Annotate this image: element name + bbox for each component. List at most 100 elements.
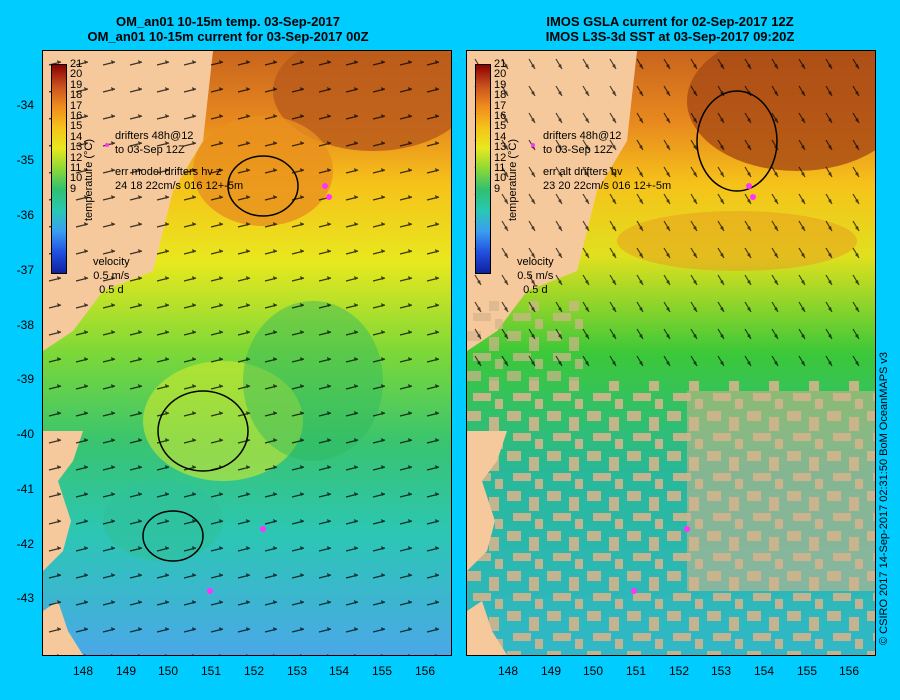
y-tick: -42: [16, 537, 34, 551]
colorbar-tick: 12: [494, 151, 507, 164]
colorbar-tick: 10: [494, 172, 507, 185]
colorbar-tick: 9: [70, 182, 77, 195]
colorbar-tick: 13: [494, 141, 507, 154]
velocity-legend-duration: 0.5 d: [99, 284, 124, 296]
x-tick: 151: [200, 664, 222, 678]
drifter-marker: [207, 588, 213, 594]
error-legend-line2: 24 18 22cm/s 016 12+-5m: [115, 180, 244, 192]
drifter-marker: [322, 183, 328, 189]
colorbar-tick: 17: [494, 99, 507, 112]
colorbar-tick: 16: [70, 110, 83, 123]
x-tick: 156: [414, 664, 436, 678]
y-tick: -40: [16, 427, 34, 441]
drifter-legend-marker: [105, 143, 109, 147]
colorbar-tick: 18: [70, 89, 83, 102]
left-panel-title: OM_an01 10-15m temp. 03-Sep-2017 OM_an01…: [18, 14, 438, 44]
error-legend-line2: 23 20 22cm/s 016 12+-5m: [543, 180, 672, 192]
left-title-line2: OM_an01 10-15m current for 03-Sep-2017 0…: [87, 29, 369, 44]
colorbar-tick: 21: [70, 58, 83, 70]
colorbar-label: temperature (°C): [83, 138, 95, 221]
left-title-line1: OM_an01 10-15m temp. 03-Sep-2017: [116, 14, 340, 29]
x-tick: 148: [72, 664, 94, 678]
drifters-legend: drifters 48h@12 to 03-Sep 12Z: [543, 129, 621, 157]
colorbar-tick: 20: [70, 68, 83, 81]
velocity-legend-duration: 0.5 d: [523, 284, 548, 296]
colorbar-tick: 15: [494, 120, 507, 133]
colorbar-tick: 13: [70, 141, 83, 154]
colorbar-tick: 15: [70, 120, 83, 133]
y-tick: -35: [16, 153, 34, 167]
right-title-line2: IMOS L3S-3d SST at 03-Sep-2017 09:20Z: [545, 29, 795, 44]
drifters-legend: drifters 48h@12 to 03-Sep 12Z: [115, 129, 193, 157]
error-legend-line1: err model drifters hv z: [115, 166, 222, 178]
velocity-legend-speed: 0.5 m/s: [517, 270, 554, 282]
drifters-legend-line1: drifters 48h@12: [543, 130, 622, 142]
error-legend: err model drifters hv z 24 18 22cm/s 016…: [115, 165, 243, 193]
y-tick: -38: [16, 318, 34, 332]
left-map-panel: 21 20 19 18 17 16 15 14 13 12 11 10 9 te…: [42, 50, 452, 656]
colorbar-tick: 14: [494, 130, 507, 143]
x-tick: 150: [157, 664, 179, 678]
y-tick: -34: [16, 98, 34, 112]
drifter-marker: [631, 588, 637, 594]
velocity-legend-title: velocity: [517, 256, 554, 268]
right-map: [467, 51, 875, 655]
colorbar-ticks: 21 20 19 18 17 16 15 14 13 12 11 10 9: [494, 58, 507, 195]
colorbar-tick: 12: [70, 151, 83, 164]
y-tick: -36: [16, 208, 34, 222]
drifter-marker: [260, 526, 266, 532]
drifter-marker: [746, 183, 752, 189]
drifters-legend-line1: drifters 48h@12: [115, 130, 194, 142]
velocity-legend-title: velocity: [93, 256, 130, 268]
x-tick: 149: [540, 664, 562, 678]
y-tick: -37: [16, 263, 34, 277]
colorbar-tick: 10: [70, 172, 83, 185]
colorbar-tick: 19: [494, 78, 507, 91]
x-tick: 152: [243, 664, 265, 678]
x-tick: 152: [668, 664, 690, 678]
x-tick: 150: [582, 664, 604, 678]
x-tick: 148: [497, 664, 519, 678]
error-legend-line1: err alt drifters hv: [543, 166, 623, 178]
colorbar: [475, 64, 491, 274]
velocity-legend-speed: 0.5 m/s: [93, 270, 130, 282]
x-tick: 153: [710, 664, 732, 678]
drifter-marker: [326, 194, 332, 200]
colorbar-tick: 17: [70, 99, 83, 112]
right-title-line1: IMOS GSLA current for 02-Sep-2017 12Z: [546, 14, 794, 29]
error-legend: err alt drifters hv 23 20 22cm/s 016 12+…: [543, 165, 671, 193]
colorbar-label: temperature (°C): [507, 138, 519, 221]
colorbar-tick: 11: [70, 162, 82, 175]
colorbar-ticks: 21 20 19 18 17 16 15 14 13 12 11 10 9: [70, 58, 83, 195]
colorbar-tick: 11: [494, 162, 506, 175]
y-tick: -43: [16, 591, 34, 605]
colorbar-tick: 21: [494, 58, 507, 70]
right-map-panel: 21 20 19 18 17 16 15 14 13 12 11 10 9 te…: [466, 50, 876, 656]
y-tick: -39: [16, 372, 34, 386]
drifters-legend-line2: to 03-Sep 12Z: [543, 144, 613, 156]
drifter-marker: [750, 194, 756, 200]
y-tick: -41: [16, 482, 34, 496]
velocity-legend: velocity 0.5 m/s 0.5 d: [517, 255, 554, 297]
x-tick: 153: [286, 664, 308, 678]
colorbar-tick: 20: [494, 68, 507, 81]
colorbar-tick: 16: [494, 110, 507, 123]
x-tick: 149: [115, 664, 137, 678]
colorbar: [51, 64, 67, 274]
x-tick: 155: [796, 664, 818, 678]
colorbar-tick: 9: [494, 182, 501, 195]
velocity-legend: velocity 0.5 m/s 0.5 d: [93, 255, 130, 297]
right-panel-title: IMOS GSLA current for 02-Sep-2017 12Z IM…: [460, 14, 880, 44]
drifter-marker: [684, 526, 690, 532]
colorbar-tick: 18: [494, 89, 507, 102]
x-tick: 154: [328, 664, 350, 678]
drifter-legend-marker: [531, 143, 535, 147]
credit-text: © CSIRO 2017 14-Sep-2017 02:31:50 BoM Oc…: [878, 351, 890, 645]
drifters-legend-line2: to 03-Sep 12Z: [115, 144, 185, 156]
x-tick: 155: [371, 664, 393, 678]
x-tick: 151: [625, 664, 647, 678]
colorbar-tick: 19: [70, 78, 83, 91]
x-tick: 156: [838, 664, 860, 678]
colorbar-tick: 14: [70, 130, 83, 143]
x-tick: 154: [753, 664, 775, 678]
